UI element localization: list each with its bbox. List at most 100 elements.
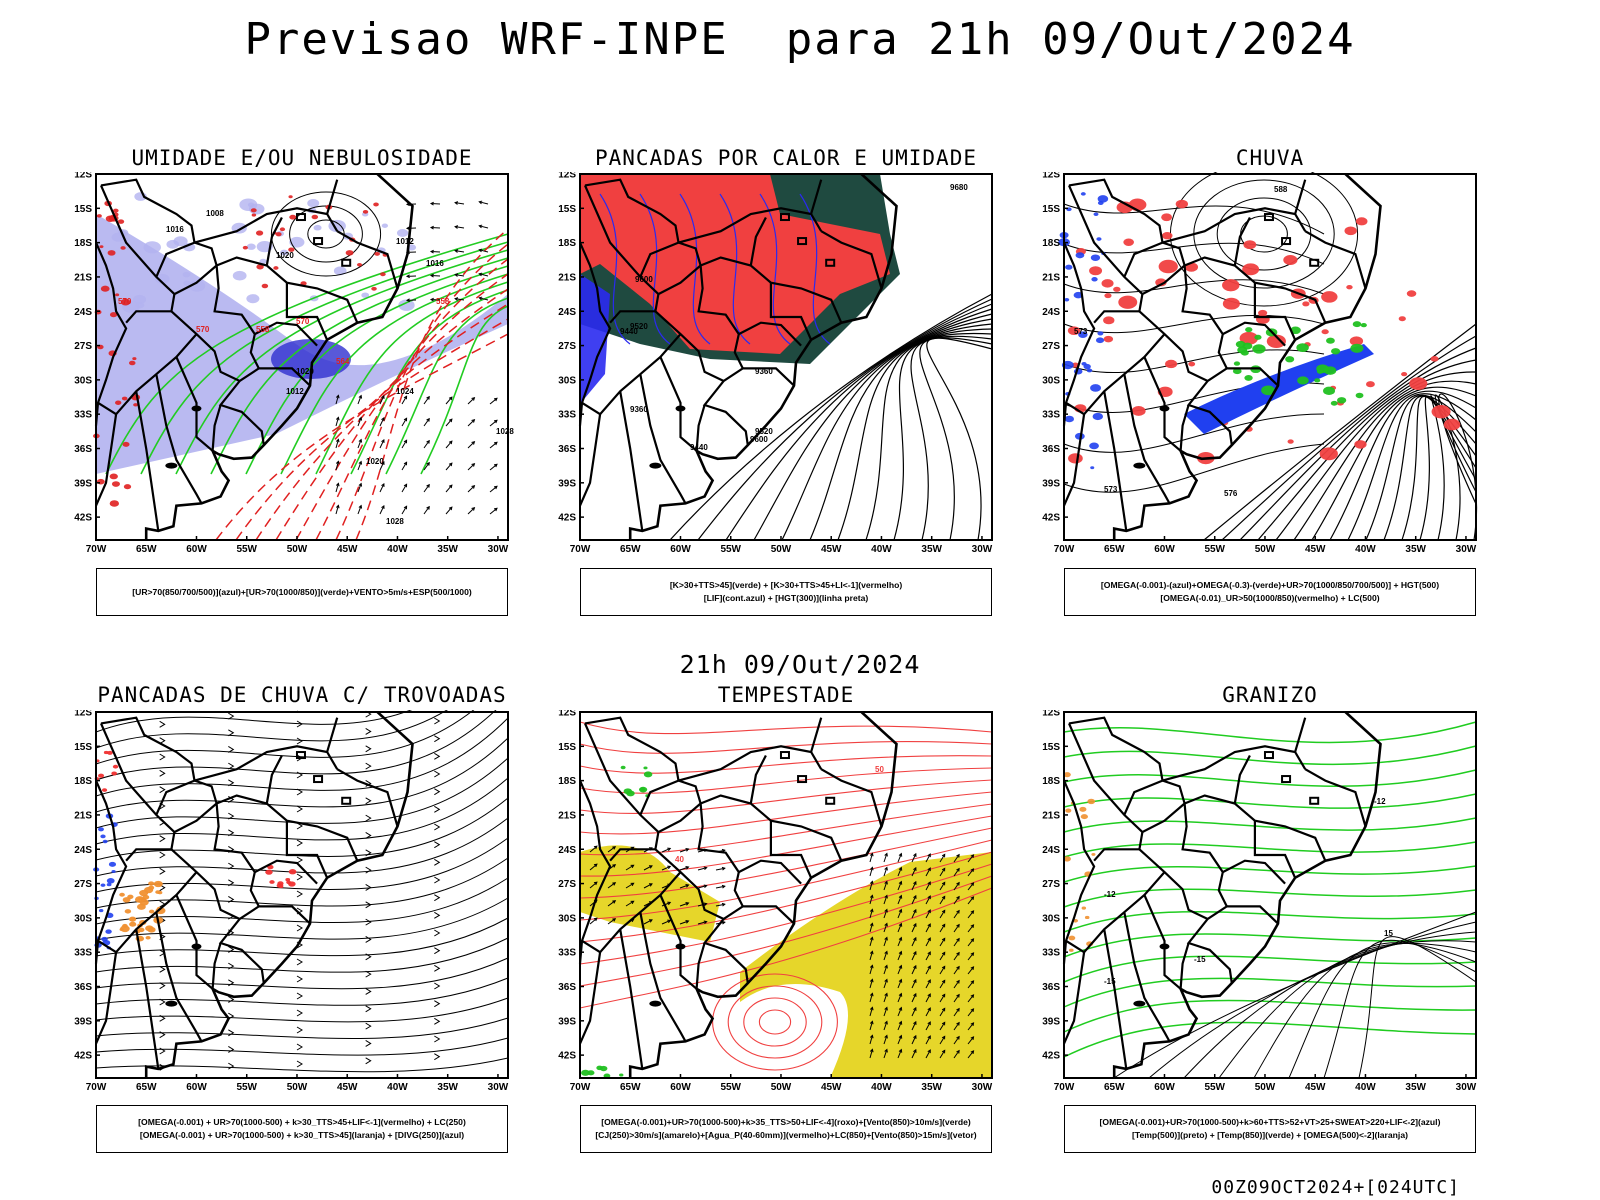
temp850-contour [1063, 977, 1477, 1008]
temp850-contour [1063, 769, 1477, 787]
reservoir [341, 796, 352, 805]
wind-vector [478, 296, 483, 301]
lc850-streamline [579, 815, 993, 877]
lat-tick-label: 21S [1042, 272, 1060, 283]
lat-tick-label: 12S [558, 710, 576, 719]
stream-arrow [296, 924, 303, 932]
streamline [1063, 242, 1325, 265]
wind-vector [884, 936, 888, 941]
lagoon-mark [1133, 1000, 1146, 1007]
wind-vector [648, 865, 653, 869]
wind-vector [911, 895, 917, 905]
lon-tick-label: 65W [136, 544, 157, 555]
wind-vector [925, 979, 931, 989]
isobar-label: 1012 [396, 237, 414, 246]
wind-vector [883, 881, 888, 891]
lon-tick-label: 65W [620, 544, 641, 555]
wind-vector [357, 439, 362, 449]
country-border [326, 717, 339, 753]
stream-arrow [365, 814, 372, 822]
wind-vector [401, 462, 408, 471]
wind-vector [925, 909, 931, 919]
country-border [581, 333, 682, 416]
wind-vector [897, 993, 902, 1003]
omega-area [1097, 195, 1109, 203]
wind-vector [715, 867, 725, 871]
wind-vector [423, 396, 430, 405]
stream-arrow [296, 992, 303, 1000]
wind-vector [381, 482, 385, 487]
lat-tick-label: 39S [74, 478, 92, 489]
wind-vector [941, 993, 946, 998]
wind-vector [939, 966, 946, 975]
wind-vector [927, 937, 931, 942]
orange-shower [155, 907, 166, 915]
legend-tempestade: [OMEGA(-0.001)+UR>70(1000-500)+k>35_TTS>… [580, 1105, 992, 1153]
reservoir [1263, 751, 1274, 760]
wind-vector [630, 864, 635, 869]
wind-green [643, 771, 653, 778]
humidity-blob [259, 258, 267, 264]
wind-vector [913, 1020, 917, 1025]
temp850-contour [1063, 793, 1477, 809]
lon-tick-label: 60W [670, 1082, 691, 1093]
wind-vector [970, 1022, 975, 1026]
lon-tick-label: 65W [1104, 544, 1125, 555]
rain-area [1366, 381, 1375, 388]
streamline [95, 997, 509, 1023]
wind-vector [426, 483, 430, 488]
wind-vector [685, 920, 690, 924]
wind-vector [953, 1036, 960, 1045]
lon-tick-label: 40W [387, 544, 408, 555]
wind-vector [898, 1048, 903, 1053]
thickness-label: 564 [336, 357, 350, 366]
wind-vector [471, 440, 476, 445]
country-border [695, 404, 706, 451]
wind-vector [625, 900, 634, 907]
wind-vector [607, 882, 616, 889]
thickness-blob [380, 272, 386, 277]
temp500-contour [1358, 936, 1477, 1079]
country-border [1162, 745, 1307, 782]
lat-tick-label: 21S [74, 272, 92, 283]
thickness-blob [288, 195, 293, 199]
hgt500-contour [1329, 390, 1477, 541]
country-border [1294, 179, 1307, 215]
map-frame [579, 173, 993, 541]
wind-vector [643, 883, 653, 889]
wind-vector [956, 1035, 960, 1040]
temp850-contour [1063, 817, 1477, 833]
wind-vector [913, 964, 917, 969]
strong-omega-area [1330, 400, 1338, 406]
reservoir [779, 751, 790, 760]
lc850-streamline [579, 791, 993, 835]
rain-area [1116, 201, 1134, 214]
stream-arrow [228, 979, 235, 987]
stream-arrow [296, 958, 303, 966]
thickness-contour [315, 258, 509, 541]
reservoir [313, 775, 324, 784]
legend-line: [OMEGA(-0.001)-(azul)+OMEGA(-0.3)-(verde… [1100, 580, 1440, 590]
wind-vector [925, 1035, 931, 1045]
wind-vector [869, 993, 873, 1003]
country-border [326, 179, 339, 215]
wind-vector [445, 506, 453, 515]
rain-area [1067, 326, 1081, 336]
rain-area [1302, 301, 1310, 307]
stream-arrow [228, 1062, 235, 1070]
isobar-label: 1020 [366, 457, 384, 466]
lat-tick-label: 18S [1042, 238, 1060, 249]
wind-vector [883, 1021, 888, 1031]
humidity-blob [183, 280, 191, 286]
wind-vector [884, 978, 888, 983]
wind-vector [869, 950, 874, 955]
lat-tick-label: 27S [1042, 879, 1060, 890]
rain-area [1175, 199, 1189, 209]
height-label: 9360 [755, 367, 773, 376]
omega-area [1090, 466, 1095, 470]
map-pancadas-chuva-trovoadas: 12S 15S 18S 21S 24S 27S 30S 33S 36S 39S 42S 70W 65W 6… [74, 710, 509, 1093]
country-border [336, 230, 399, 289]
red-storm [111, 771, 118, 776]
wind-vector [335, 505, 339, 515]
country-border [738, 859, 802, 885]
